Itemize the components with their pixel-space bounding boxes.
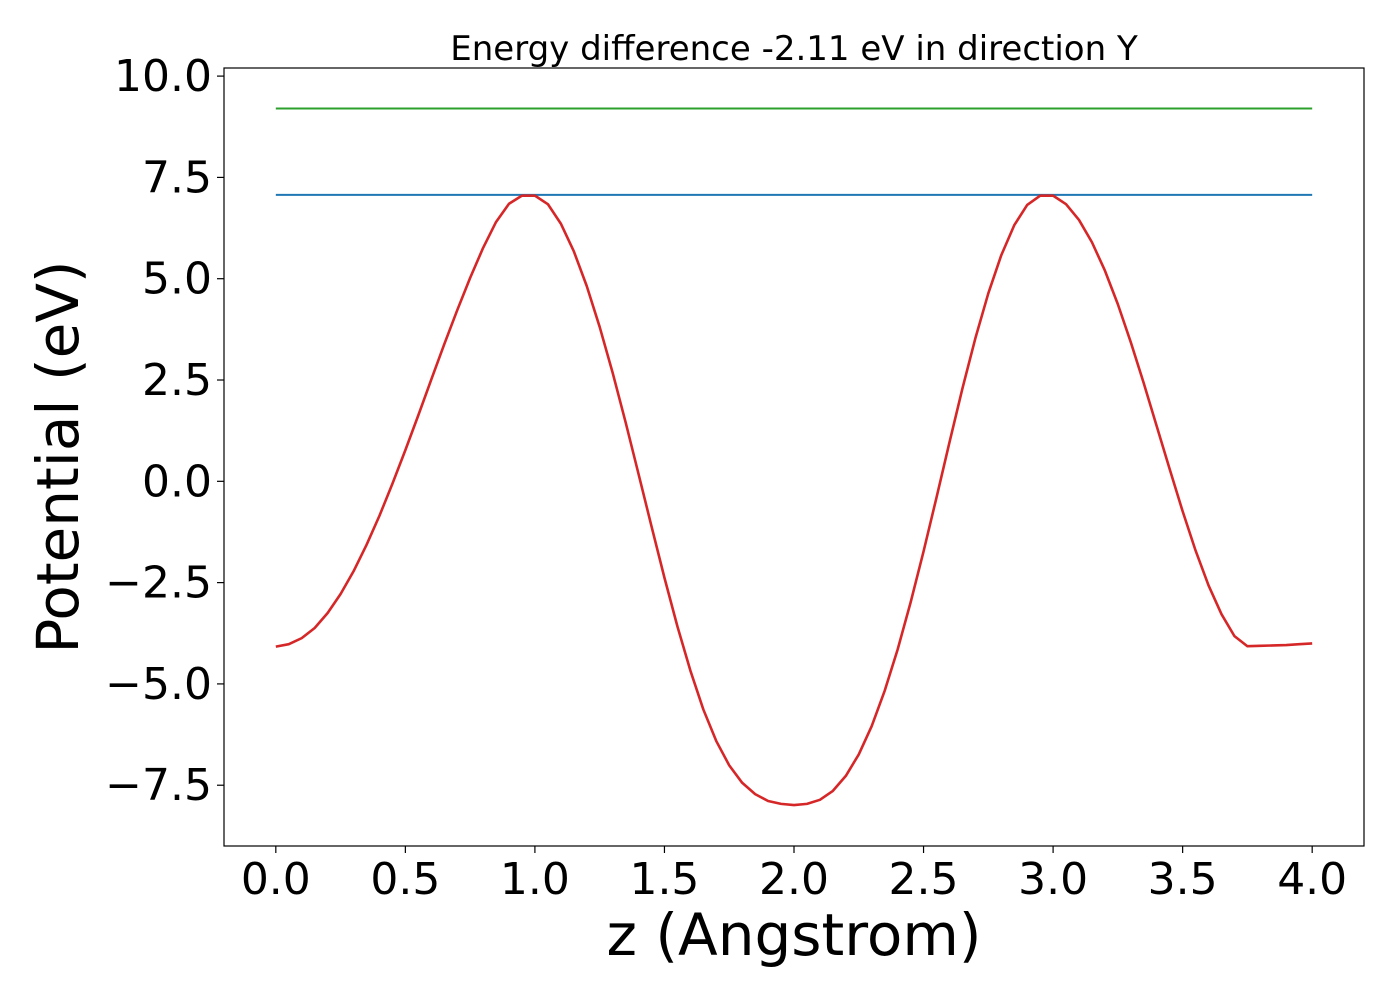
x-tick-label: 2.5	[889, 854, 959, 905]
x-tick-label: 1.0	[500, 854, 570, 905]
x-tick-label: 1.5	[629, 854, 699, 905]
x-axis-ticks: 0.0 0.5 1.0 1.5 2.0 2.5 3.0 3.5 4.0	[241, 846, 1347, 905]
x-tick-label: 2.0	[759, 854, 829, 905]
x-tick-label: 4.0	[1277, 854, 1347, 905]
y-tick-label: −7.5	[105, 760, 212, 811]
y-tick-label: 2.5	[142, 355, 212, 406]
x-tick-label: 0.5	[370, 854, 440, 905]
x-tick-label: 3.0	[1018, 854, 1088, 905]
x-tick-label: 3.5	[1148, 854, 1218, 905]
y-tick-label: −5.0	[105, 659, 212, 710]
y-axis-ticks: −7.5 −5.0 −2.5 0.0 2.5 5.0 7.5 10.0	[105, 51, 224, 811]
chart-title: Energy difference -2.11 eV in direction …	[450, 29, 1138, 69]
y-tick-label: 0.0	[142, 456, 212, 507]
series-line-2	[275, 194, 1313, 807]
x-tick-label: 0.0	[241, 854, 311, 905]
plot-frame	[223, 67, 1365, 847]
y-tick-label: 5.0	[142, 254, 212, 305]
y-tick-label: 10.0	[114, 51, 212, 102]
x-axis-label: z (Angstrom)	[607, 901, 982, 969]
y-axis-label: Potential (eV)	[24, 260, 92, 653]
y-tick-label: 7.5	[142, 152, 212, 203]
series-layer	[275, 107, 1313, 807]
y-tick-label: −2.5	[105, 558, 212, 609]
